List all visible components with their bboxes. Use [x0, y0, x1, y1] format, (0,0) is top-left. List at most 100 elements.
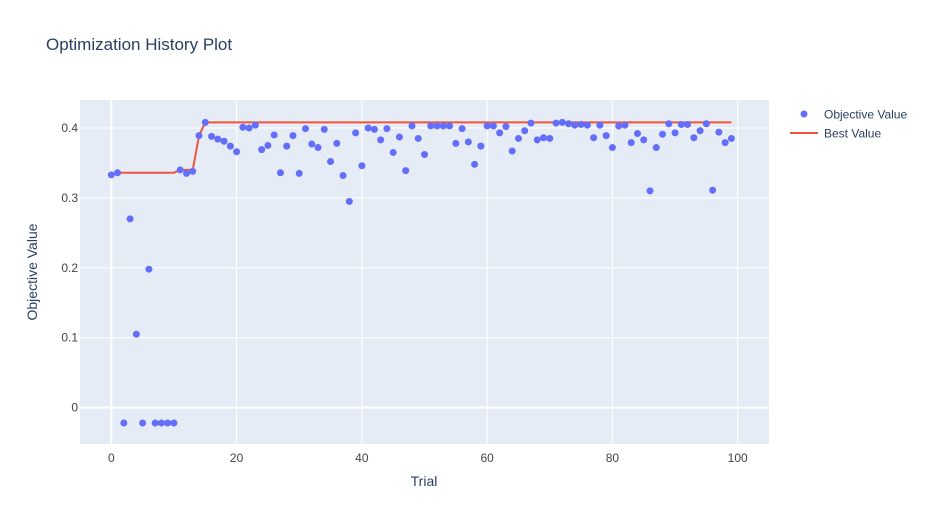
objective-value-point[interactable]: [627, 139, 635, 147]
objective-value-point[interactable]: [439, 122, 447, 130]
objective-value-point[interactable]: [508, 147, 516, 155]
objective-value-point[interactable]: [690, 134, 698, 142]
objective-value-point[interactable]: [665, 120, 673, 128]
objective-value-point[interactable]: [370, 125, 378, 133]
objective-value-point[interactable]: [590, 134, 598, 142]
objective-value-point[interactable]: [327, 158, 335, 166]
objective-value-point[interactable]: [540, 134, 548, 142]
objective-value-point[interactable]: [715, 128, 723, 136]
objective-value-point[interactable]: [615, 122, 623, 130]
objective-value-point[interactable]: [489, 122, 497, 130]
objective-value-point[interactable]: [151, 419, 159, 427]
objective-value-point[interactable]: [646, 187, 654, 195]
objective-value-point[interactable]: [308, 140, 316, 148]
objective-value-point[interactable]: [558, 118, 566, 126]
objective-value-point[interactable]: [283, 142, 291, 150]
objective-value-point[interactable]: [671, 129, 679, 137]
objective-value-point[interactable]: [395, 133, 403, 141]
objective-value-point[interactable]: [214, 135, 222, 143]
objective-value-point[interactable]: [389, 148, 397, 156]
objective-value-point[interactable]: [402, 167, 410, 175]
objective-value-point[interactable]: [345, 197, 353, 205]
objective-value-point[interactable]: [176, 166, 184, 174]
objective-value-point[interactable]: [452, 139, 460, 147]
objective-value-point[interactable]: [339, 172, 347, 180]
objective-value-point[interactable]: [446, 122, 454, 130]
objective-value-point[interactable]: [258, 146, 266, 154]
objective-value-point[interactable]: [721, 139, 729, 147]
objective-value-point[interactable]: [633, 130, 641, 138]
objective-value-point[interactable]: [583, 121, 591, 129]
objective-value-point[interactable]: [533, 136, 541, 144]
objective-value-point[interactable]: [546, 134, 554, 142]
objective-value-point[interactable]: [477, 142, 485, 150]
objective-value-point[interactable]: [421, 151, 428, 159]
objective-value-point[interactable]: [233, 148, 241, 156]
objective-value-point[interactable]: [201, 118, 209, 126]
objective-value-point[interactable]: [552, 119, 560, 127]
objective-value-point[interactable]: [464, 138, 472, 146]
objective-value-point[interactable]: [352, 129, 360, 137]
objective-value-point[interactable]: [471, 160, 479, 168]
objective-value-point[interactable]: [377, 136, 385, 144]
objective-value-point[interactable]: [433, 122, 441, 130]
legend-item-objective-value[interactable]: Objective Value: [800, 108, 908, 122]
objective-value-point[interactable]: [264, 141, 272, 149]
objective-value-point[interactable]: [314, 144, 322, 152]
objective-value-point[interactable]: [245, 124, 253, 132]
objective-value-point[interactable]: [696, 127, 704, 135]
objective-value-point[interactable]: [289, 132, 297, 140]
objective-value-point[interactable]: [208, 132, 216, 140]
objective-value-point[interactable]: [709, 186, 717, 194]
objective-value-point[interactable]: [251, 121, 259, 129]
objective-value-point[interactable]: [170, 419, 178, 427]
objective-value-point[interactable]: [364, 124, 372, 132]
objective-value-point[interactable]: [114, 169, 122, 177]
objective-value-point[interactable]: [220, 137, 228, 145]
objective-value-point[interactable]: [107, 171, 115, 179]
objective-value-point[interactable]: [502, 123, 510, 131]
objective-value-point[interactable]: [383, 125, 391, 133]
objective-value-point[interactable]: [145, 265, 153, 273]
objective-value-point[interactable]: [270, 131, 278, 139]
objective-value-point[interactable]: [483, 122, 491, 130]
objective-value-point[interactable]: [157, 419, 165, 427]
legend-item-best-value[interactable]: Best Value: [790, 127, 881, 141]
objective-value-point[interactable]: [565, 120, 573, 128]
objective-value-point[interactable]: [652, 144, 660, 152]
objective-value-point[interactable]: [414, 134, 422, 142]
objective-value-point[interactable]: [189, 167, 197, 175]
objective-value-point[interactable]: [182, 169, 190, 177]
objective-value-point[interactable]: [496, 129, 504, 137]
objective-value-point[interactable]: [164, 419, 172, 427]
objective-value-point[interactable]: [120, 419, 128, 427]
objective-value-point[interactable]: [458, 125, 466, 133]
objective-value-point[interactable]: [621, 121, 629, 129]
objective-value-point[interactable]: [640, 136, 648, 144]
objective-value-point[interactable]: [677, 120, 685, 128]
objective-value-point[interactable]: [571, 121, 579, 129]
objective-value-point[interactable]: [239, 123, 247, 131]
objective-value-point[interactable]: [514, 134, 522, 142]
objective-value-point[interactable]: [608, 144, 616, 152]
objective-value-point[interactable]: [320, 125, 328, 133]
objective-value-point[interactable]: [684, 120, 692, 128]
objective-value-point[interactable]: [295, 169, 303, 177]
objective-value-point[interactable]: [596, 121, 604, 129]
objective-value-point[interactable]: [702, 120, 710, 128]
objective-value-point[interactable]: [276, 169, 284, 177]
objective-value-point[interactable]: [659, 130, 667, 138]
objective-value-point[interactable]: [139, 419, 147, 427]
objective-value-point[interactable]: [521, 127, 529, 135]
objective-value-point[interactable]: [132, 330, 140, 338]
objective-value-point[interactable]: [301, 125, 309, 133]
objective-value-point[interactable]: [727, 134, 735, 142]
objective-value-point[interactable]: [126, 215, 134, 223]
objective-value-point[interactable]: [408, 122, 416, 130]
objective-value-point[interactable]: [358, 162, 366, 170]
objective-value-point[interactable]: [226, 142, 234, 150]
objective-value-point[interactable]: [427, 122, 435, 130]
legend[interactable]: Objective Value Best Value: [790, 108, 907, 141]
objective-value-point[interactable]: [527, 119, 535, 127]
objective-value-point[interactable]: [602, 132, 610, 140]
